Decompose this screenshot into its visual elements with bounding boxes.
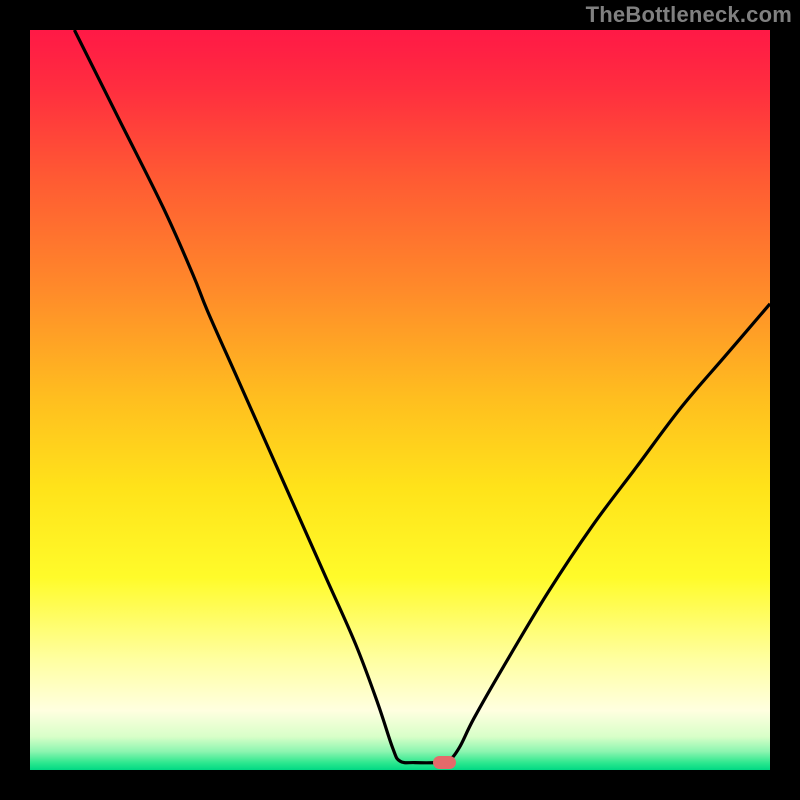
- gradient-fill: [30, 30, 770, 770]
- optimal-marker: [433, 756, 457, 769]
- chart-frame: TheBottleneck.com: [0, 0, 800, 800]
- bottleneck-curve: [30, 30, 770, 770]
- plot-area: [30, 30, 770, 770]
- watermark-text: TheBottleneck.com: [586, 2, 792, 28]
